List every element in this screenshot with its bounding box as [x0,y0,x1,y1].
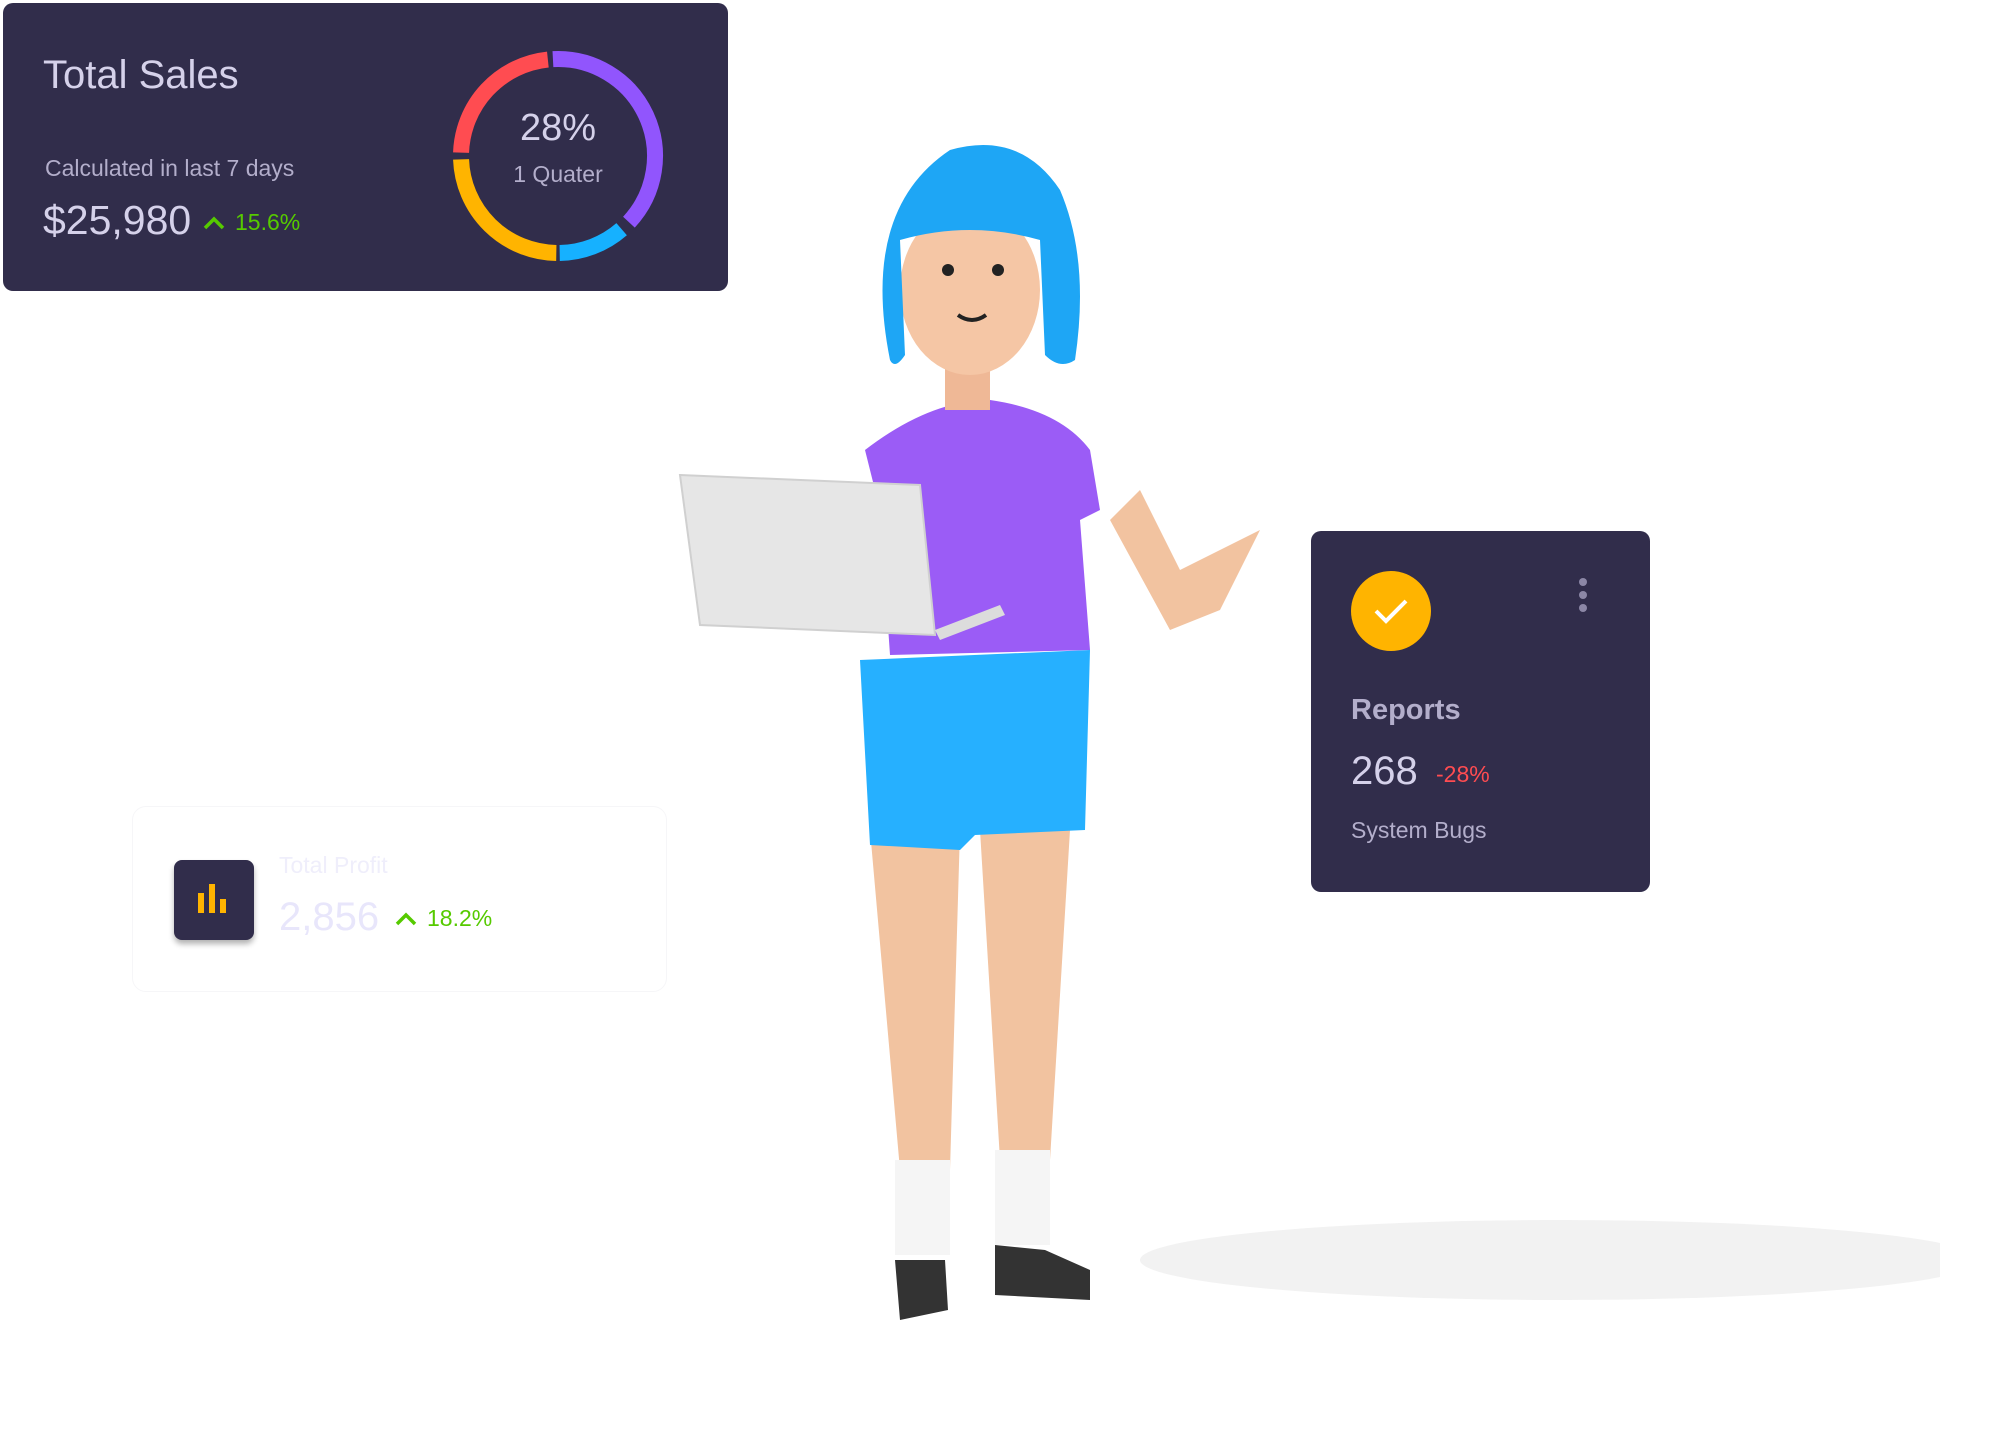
total-sales-amount: $25,980 [43,197,192,243]
reports-caption: System Bugs [1351,817,1487,843]
total-sales-subtitle: Calculated in last 7 days [45,155,295,181]
donut-percent: 28% [519,107,597,149]
laptop [678,473,937,637]
chevron-up-icon [395,912,417,925]
bar-chart-icon [174,860,254,940]
reports-value: 268 [1351,749,1418,793]
shoes [895,1245,1090,1320]
donut-ring [453,51,663,261]
legs [870,830,1070,1170]
check-icon [1351,571,1431,651]
total-profit-trend: 18.2% [395,905,492,932]
reports-change: -28% [1436,761,1490,787]
total-sales-title: Total Sales [43,53,239,97]
face [900,205,1040,375]
donut-segment-0 [552,51,663,228]
sales-donut-chart: 28% 1 Quater [443,41,673,271]
donut-segment-3 [453,51,549,154]
chevron-up-icon [203,216,225,229]
hair [882,145,1080,364]
total-profit-title: Total Profit [279,852,388,878]
total-profit-value: 2,856 [279,895,380,939]
donut-segment-1 [559,223,627,261]
total-sales-card: Total Sales Calculated in last 7 days $2… [3,3,728,291]
shorts [860,650,1090,850]
total-profit-card: Total Profit 2,856 18.2% [132,806,667,992]
character-illustration [678,145,1940,1320]
reports-title: Reports [1351,694,1461,726]
more-vertical-icon[interactable] [1577,577,1589,613]
total-profit-trend-value: 18.2% [427,905,493,931]
floor-shadow [1140,1220,1940,1300]
total-sales-trend: 15.6% [203,209,300,236]
total-sales-trend-value: 15.6% [235,209,301,235]
donut-label: 1 Quater [513,161,603,187]
reports-card: Reports 268 -28% System Bugs [1311,531,1650,892]
donut-segment-2 [453,158,557,261]
